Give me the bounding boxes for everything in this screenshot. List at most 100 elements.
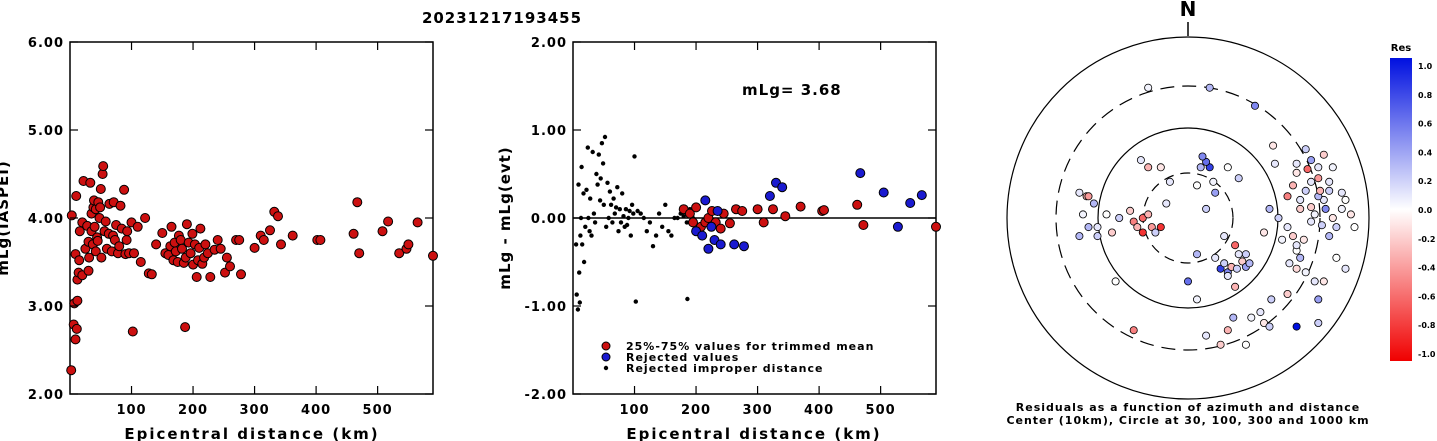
improper-distance-point <box>623 207 629 212</box>
improper-distance-point <box>627 208 632 214</box>
station-residual-point <box>1337 204 1346 213</box>
station-residual-point <box>1325 232 1334 241</box>
x-axis-label: Epicentral distance (km) <box>626 425 881 441</box>
improper-distance-point <box>685 296 690 302</box>
data-point <box>98 161 109 172</box>
data-point <box>95 202 106 213</box>
improper-distance-point <box>576 182 581 187</box>
improper-distance-point <box>585 145 590 150</box>
improper-distance-point <box>675 215 680 221</box>
data-point <box>354 248 365 259</box>
station-residual-point <box>1093 223 1102 232</box>
data-point <box>95 184 106 194</box>
improper-distance-point <box>580 242 585 247</box>
x-tick-label: 500 <box>866 403 896 418</box>
station-residual-point <box>1350 223 1359 232</box>
x-tick-label: 200 <box>681 403 711 418</box>
colorbar-tick-label: -0.2 <box>1418 235 1436 244</box>
improper-distance-point <box>581 191 586 196</box>
data-point <box>115 200 126 211</box>
station-residual-point <box>1260 318 1269 327</box>
station-residual-point <box>1211 188 1220 197</box>
trimmed-mean-point <box>691 202 702 213</box>
station-residual-point <box>1241 250 1250 259</box>
rejected-point <box>712 206 723 216</box>
data-point <box>127 326 138 337</box>
improper-distance-point <box>672 215 677 221</box>
data-point <box>221 252 232 263</box>
x-tick-label: 300 <box>743 403 773 418</box>
improper-distance-point <box>601 202 606 207</box>
y-tick-label: 2.00 <box>28 388 64 403</box>
improper-distance-point <box>647 220 653 225</box>
station-residual-point <box>1193 250 1202 259</box>
rejected-point <box>892 221 903 232</box>
improper-distance-point <box>605 180 610 185</box>
improper-distance-point <box>588 196 593 201</box>
station-residual-point <box>1229 313 1238 322</box>
improper-distance-point <box>607 189 613 194</box>
trimmed-mean-point <box>852 199 863 210</box>
station-residual-point <box>1234 174 1243 183</box>
station-residual-point <box>1084 223 1093 232</box>
station-residual-point <box>1256 308 1265 317</box>
data-point <box>74 255 85 266</box>
y-tick-label: 5.00 <box>28 124 64 139</box>
station-residual-point <box>1328 213 1337 222</box>
improper-distance-point <box>583 224 588 229</box>
improper-distance-point <box>592 220 598 225</box>
data-point <box>71 191 82 201</box>
station-residual-point <box>1136 156 1145 165</box>
data-point <box>84 252 95 263</box>
station-residual-point <box>1274 213 1283 222</box>
station-residual-point <box>1314 318 1323 327</box>
trimmed-mean-point <box>684 208 695 219</box>
data-point <box>377 226 388 237</box>
data-point <box>287 230 298 241</box>
colorbar-tick-label: 0.0 <box>1418 206 1433 215</box>
legend: 25%-75% values for trimmed meanRejected … <box>601 340 874 375</box>
rejected-point <box>703 243 714 254</box>
y-tick-label: 4.00 <box>28 212 64 227</box>
data-point <box>181 219 192 230</box>
station-residual-point <box>1079 210 1088 219</box>
legend-label: 25%-75% values for trimmed mean <box>626 340 874 353</box>
station-residual-point <box>1251 101 1260 110</box>
data-point <box>89 221 100 232</box>
data-point <box>151 239 162 250</box>
station-residual-point <box>1307 203 1316 212</box>
station-residual-point <box>1108 228 1117 237</box>
polar-caption-line1: Residuals as a function of azimuth and d… <box>1016 401 1360 414</box>
data-point <box>157 228 168 238</box>
improper-distance-point <box>577 270 582 275</box>
station-residual-point <box>1102 210 1111 219</box>
legend-label: Rejected values <box>626 351 739 364</box>
data-point <box>212 235 223 245</box>
station-residual-point <box>1310 210 1319 219</box>
station-residual-point <box>1089 199 1098 208</box>
improper-distance-point <box>596 152 601 157</box>
y-tick-label: -1.00 <box>525 300 567 315</box>
trimmed-mean-point <box>737 206 748 216</box>
station-residual-point <box>1075 232 1084 241</box>
station-residual-point <box>1205 163 1214 172</box>
distance-ring-300km <box>1055 85 1321 351</box>
data-point <box>412 217 423 228</box>
station-residual-point <box>1205 83 1214 92</box>
data-point <box>215 243 226 254</box>
trimmed-mean-point <box>780 211 791 222</box>
improper-distance-point <box>600 161 606 166</box>
improper-distance-point <box>621 214 626 219</box>
trimmed-mean-point <box>758 217 769 228</box>
data-point <box>132 221 143 232</box>
trimmed-mean-point <box>688 217 698 228</box>
station-residual-point <box>1144 163 1153 172</box>
x-axis-label: Epicentral distance (km) <box>124 425 379 441</box>
data-point <box>135 257 146 267</box>
station-residual-point <box>1265 204 1274 213</box>
y-tick-label: 0.00 <box>531 212 567 227</box>
station-residual-point <box>1245 259 1254 268</box>
station-residual-point <box>1184 277 1193 286</box>
polar-caption-line2: Center (10km), Circle at 30, 100, 300 an… <box>1006 414 1369 427</box>
station-residual-point <box>1231 241 1240 250</box>
